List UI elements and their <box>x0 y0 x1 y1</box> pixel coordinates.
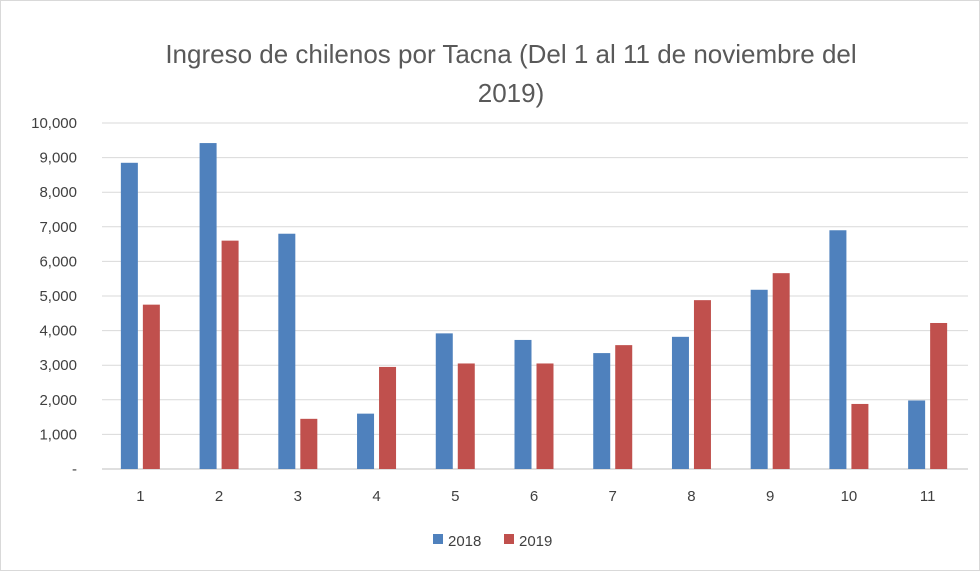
bar-2018-10 <box>829 230 847 469</box>
bar-2019-6 <box>536 363 554 469</box>
bar-2018-11 <box>908 400 926 469</box>
y-tick-label: 3,000 <box>39 357 77 374</box>
bar-2018-2 <box>199 143 217 469</box>
legend-label: 2019 <box>519 533 552 550</box>
legend-swatch-2018 <box>433 534 443 544</box>
bar-2018-8 <box>671 336 689 469</box>
bar-2019-11 <box>930 322 948 469</box>
bar-2018-6 <box>514 339 532 469</box>
x-tick-label: 11 <box>920 488 936 505</box>
bars <box>120 143 948 470</box>
x-tick-label: 1 <box>136 488 144 505</box>
x-tick-label: 5 <box>451 488 459 505</box>
y-tick-label: 4,000 <box>39 323 77 340</box>
y-tick-label: 2,000 <box>39 392 77 409</box>
x-tick-label: 7 <box>609 488 617 505</box>
bar-2018-7 <box>593 353 611 469</box>
y-tick-label: 5,000 <box>39 288 77 305</box>
legend-swatch-2019 <box>504 534 514 544</box>
bar-2019-4 <box>379 366 397 469</box>
bar-2019-2 <box>221 240 239 469</box>
y-axis: - 1,000 2,000 3,000 4,000 5,000 6,000 7,000 8,00… <box>31 115 77 478</box>
bar-2019-9 <box>772 273 790 469</box>
y-tick-label: 7,000 <box>39 219 77 236</box>
y-tick-label: 8,000 <box>39 184 77 201</box>
bar-2019-8 <box>693 300 711 469</box>
x-tick-label: 3 <box>294 488 302 505</box>
bar-2018-3 <box>278 233 296 469</box>
bar-2019-1 <box>142 304 160 469</box>
y-tick-label: 6,000 <box>39 253 77 270</box>
x-tick-label: 2 <box>215 488 223 505</box>
x-axis: 1 2 3 4 5 6 7 8 9 10 11 <box>136 488 935 505</box>
bar-2018-9 <box>750 289 768 469</box>
x-tick-label: 6 <box>530 488 538 505</box>
bar-2018-4 <box>357 413 375 469</box>
legend-label: 2018 <box>448 533 481 550</box>
x-tick-label: 9 <box>766 488 774 505</box>
x-tick-label: 8 <box>687 488 695 505</box>
bar-2019-10 <box>851 403 869 469</box>
bar-2019-3 <box>300 418 318 469</box>
y-tick-label: - <box>72 461 77 478</box>
bar-2018-1 <box>120 162 138 470</box>
x-tick-label: 10 <box>841 488 858 505</box>
gridlines <box>102 122 968 470</box>
bar-2018-5 <box>435 333 453 469</box>
chart-title-line-1: Ingreso de chilenos por Tacna (Del 1 al … <box>165 39 856 69</box>
bar-2019-5 <box>457 363 475 469</box>
y-tick-label: 1,000 <box>39 426 77 443</box>
chart-title-line-2: 2019) <box>478 78 545 108</box>
bar-2019-7 <box>615 345 633 469</box>
y-tick-label: 10,000 <box>31 115 77 132</box>
x-tick-label: 4 <box>372 488 380 505</box>
y-tick-label: 9,000 <box>39 150 77 167</box>
legend: 2018 2019 <box>433 533 552 550</box>
